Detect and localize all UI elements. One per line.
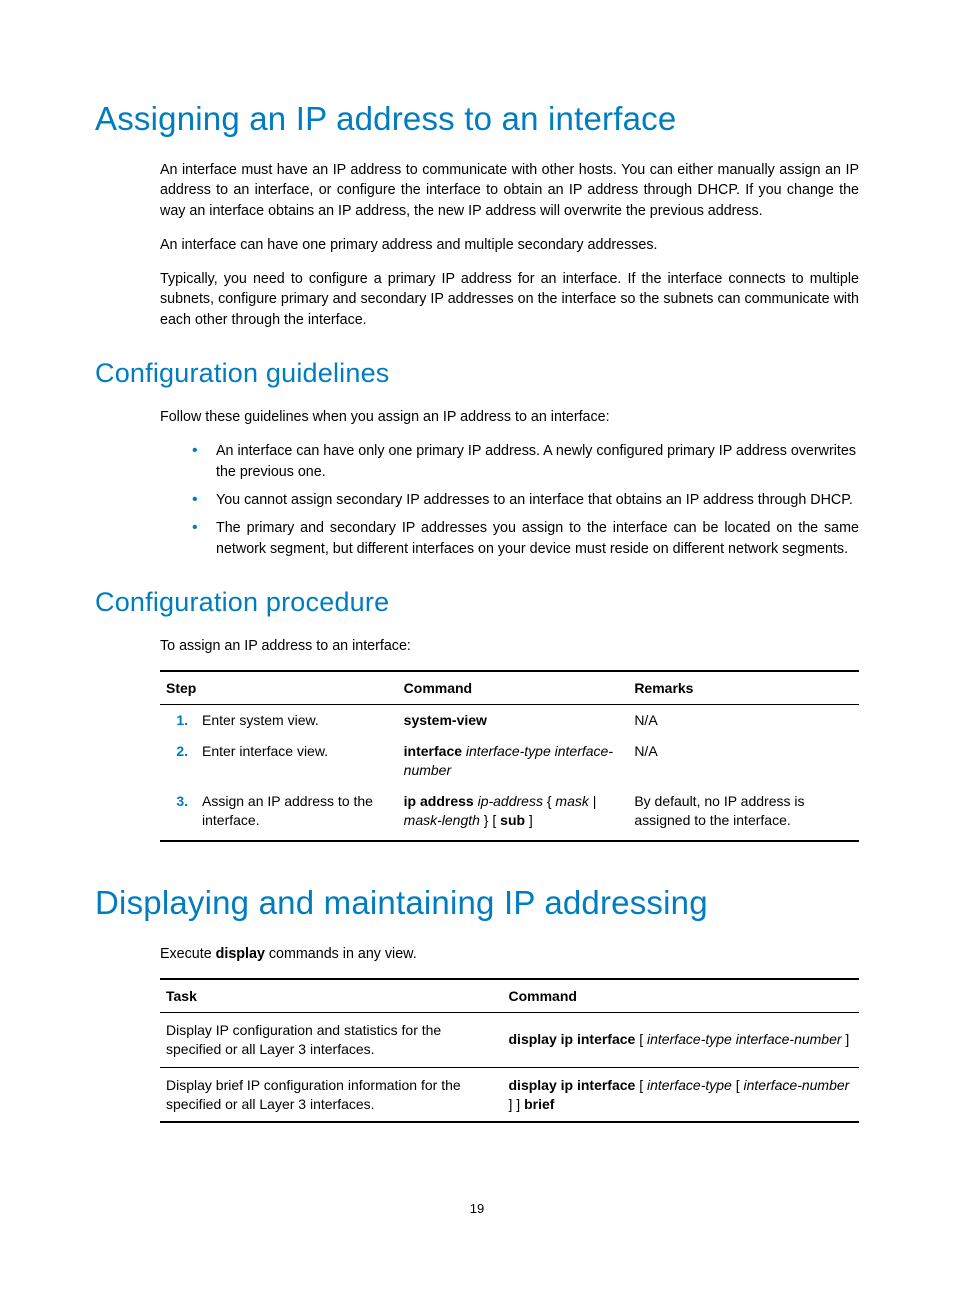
intro-paragraph-1: An interface must have an IP address to … — [160, 160, 859, 221]
bullet-item: You cannot assign secondary IP addresses… — [192, 490, 859, 510]
remarks-cell: N/A — [628, 705, 859, 736]
col-header-step: Step — [160, 671, 398, 705]
heading-displaying-ip: Displaying and maintaining IP addressing — [95, 884, 859, 922]
step-number: 3. — [166, 792, 196, 830]
command-cell: ip address ip-address { mask | mask-leng… — [398, 786, 629, 841]
display-block: Execute display commands in any view. Ta… — [160, 944, 859, 1124]
task-cell: Display brief IP configuration informati… — [160, 1067, 503, 1122]
col-header-command: Command — [398, 671, 629, 705]
page-number: 19 — [0, 1201, 954, 1216]
heading-config-guidelines: Configuration guidelines — [95, 358, 859, 389]
procedure-table-body: 1. Enter system view. system-view N/A 2.… — [160, 705, 859, 841]
intro-block: An interface must have an IP address to … — [160, 160, 859, 330]
bullet-item: An interface can have only one primary I… — [192, 441, 859, 482]
procedure-intro: To assign an IP address to an interface: — [160, 636, 859, 656]
table-row: 1. Enter system view. system-view N/A — [160, 705, 859, 736]
guidelines-block: Follow these guidelines when you assign … — [160, 407, 859, 559]
heading-assign-ip: Assigning an IP address to an interface — [95, 100, 859, 138]
step-text: Assign an IP address to the interface. — [196, 792, 392, 830]
procedure-block: To assign an IP address to an interface:… — [160, 636, 859, 842]
task-cell: Display IP configuration and statistics … — [160, 1012, 503, 1067]
command-cell: display ip interface [ interface-type in… — [503, 1012, 860, 1067]
command-cell: system-view — [398, 705, 629, 736]
table-row: Display brief IP configuration informati… — [160, 1067, 859, 1122]
guidelines-list: An interface can have only one primary I… — [160, 441, 859, 558]
display-intro-pre: Execute — [160, 946, 216, 962]
col-header-task: Task — [160, 979, 503, 1013]
intro-paragraph-3: Typically, you need to configure a prima… — [160, 269, 859, 330]
step-text: Enter system view. — [196, 711, 392, 730]
display-table: Task Command Display IP configuration an… — [160, 978, 859, 1124]
bullet-item: The primary and secondary IP addresses y… — [192, 518, 859, 559]
command-cell: display ip interface [ interface-type [ … — [503, 1067, 860, 1122]
display-intro: Execute display commands in any view. — [160, 944, 859, 964]
display-intro-post: commands in any view. — [265, 946, 417, 962]
remarks-cell: N/A — [628, 736, 859, 786]
command-cell: interface interface-type interface-numbe… — [398, 736, 629, 786]
step-text: Enter interface view. — [196, 742, 392, 761]
step-number: 2. — [166, 742, 196, 761]
table-row: 3. Assign an IP address to the interface… — [160, 786, 859, 841]
procedure-table: Step Command Remarks 1. Enter system vie… — [160, 670, 859, 841]
table-row: 2. Enter interface view. interface inter… — [160, 736, 859, 786]
table-row: Display IP configuration and statistics … — [160, 1012, 859, 1067]
display-intro-bold: display — [216, 946, 265, 962]
step-number: 1. — [166, 711, 196, 730]
guidelines-intro: Follow these guidelines when you assign … — [160, 407, 859, 427]
col-header-command: Command — [503, 979, 860, 1013]
col-header-remarks: Remarks — [628, 671, 859, 705]
remarks-cell: By default, no IP address is assigned to… — [628, 786, 859, 841]
intro-paragraph-2: An interface can have one primary addres… — [160, 235, 859, 255]
display-table-body: Display IP configuration and statistics … — [160, 1012, 859, 1122]
page: Assigning an IP address to an interface … — [0, 0, 954, 1296]
heading-config-procedure: Configuration procedure — [95, 587, 859, 618]
